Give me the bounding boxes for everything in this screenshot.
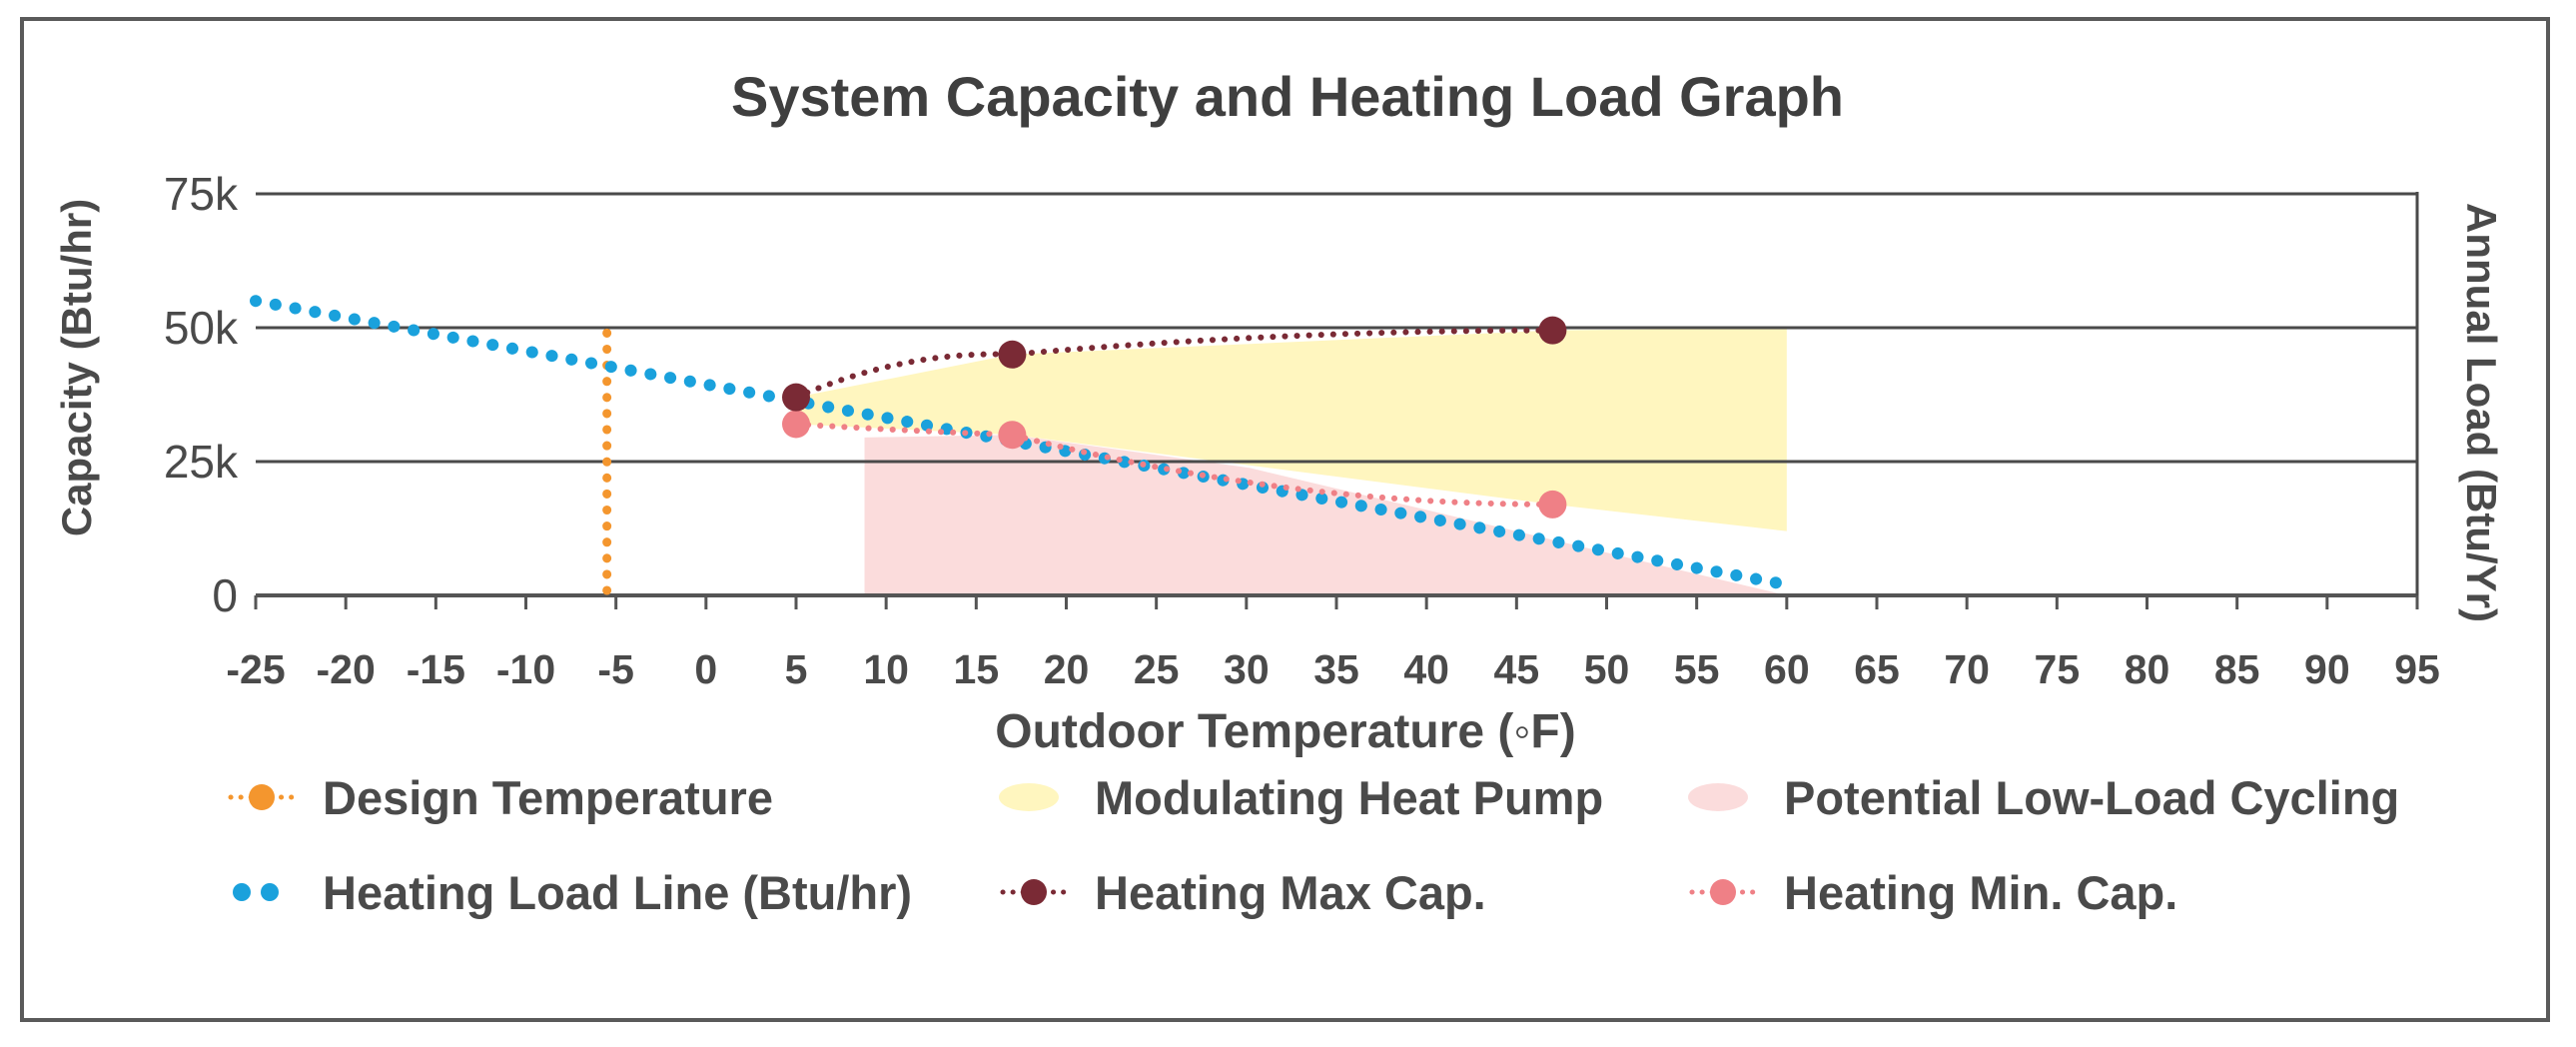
legend-item: Heating Max Cap. bbox=[999, 864, 1486, 920]
heating-min-cap-point bbox=[1538, 490, 1567, 519]
legend-item: Heating Load Line (Btu/hr) bbox=[227, 864, 912, 920]
x-tick-label: 50 bbox=[1584, 646, 1630, 692]
legend-label: Heating Load Line (Btu/hr) bbox=[323, 865, 913, 919]
x-tick-label: 65 bbox=[1854, 646, 1900, 692]
orange-dotted-line-marker-icon bbox=[228, 784, 296, 810]
area-potential-low-load-cycling bbox=[864, 435, 1787, 595]
x-tick-label: 95 bbox=[2394, 646, 2440, 692]
blue-dots-icon bbox=[233, 883, 279, 901]
x-tick-label: -5 bbox=[597, 646, 633, 692]
heating-max-cap-point bbox=[1538, 316, 1567, 345]
y-tick-label: 75k bbox=[164, 168, 239, 220]
x-tick-label: 25 bbox=[1134, 646, 1180, 692]
x-tick-label: 55 bbox=[1674, 646, 1720, 692]
heating-min-cap-point bbox=[998, 421, 1027, 450]
x-axis-label: Outdoor Temperature (◦F) bbox=[995, 705, 1575, 758]
legend-label: Potential Low-Load Cycling bbox=[1784, 770, 2400, 824]
legend-item: Modulating Heat Pump bbox=[999, 769, 1603, 825]
y-axis-label: Capacity (Btu/hr) bbox=[53, 199, 100, 536]
x-tick-label: 80 bbox=[2125, 646, 2170, 692]
x-tick-label: 90 bbox=[2304, 646, 2350, 692]
x-tick-label: 75 bbox=[2035, 646, 2081, 692]
heating-max-cap-point bbox=[782, 383, 810, 412]
x-tick-label: -15 bbox=[407, 646, 465, 692]
x-tick-label: 40 bbox=[1403, 646, 1449, 692]
x-tick-label: -20 bbox=[317, 646, 376, 692]
legend-label: Heating Max Cap. bbox=[1095, 865, 1486, 919]
x-tick-label: -10 bbox=[496, 646, 555, 692]
legend-label: Design Temperature bbox=[323, 770, 773, 824]
heating-max-cap-point bbox=[998, 340, 1027, 369]
legend-item: Heating Min. Cap. bbox=[1688, 864, 2177, 920]
pink-dotted-line-marker-icon bbox=[1689, 879, 1757, 905]
secondary-y-axis-label: Annual Load (Btu/Yr) bbox=[2458, 203, 2505, 622]
x-tick-label: 85 bbox=[2214, 646, 2260, 692]
y-tick-label: 50k bbox=[164, 302, 239, 354]
legend-item: Potential Low-Load Cycling bbox=[1688, 769, 2399, 825]
x-tick-label: 45 bbox=[1494, 646, 1540, 692]
maroon-dotted-line-marker-icon bbox=[1000, 879, 1068, 905]
heating-max-cap-line bbox=[793, 327, 1556, 401]
legend-item: Design Temperature bbox=[227, 769, 773, 825]
x-tick-label: 0 bbox=[694, 646, 717, 692]
x-tick-label: 20 bbox=[1044, 646, 1090, 692]
pink-area-swatch-icon bbox=[1688, 783, 1748, 811]
x-tick-label: -25 bbox=[226, 646, 285, 692]
x-tick-label: 10 bbox=[863, 646, 909, 692]
yellow-area-swatch-icon bbox=[999, 783, 1059, 811]
x-tick-label: 70 bbox=[1944, 646, 1990, 692]
x-tick-label: 60 bbox=[1764, 646, 1810, 692]
x-tick-label: 35 bbox=[1313, 646, 1359, 692]
area-modulating-heat-pump bbox=[796, 328, 1787, 531]
heating-min-cap-point bbox=[782, 410, 810, 439]
y-tick-label: 0 bbox=[212, 569, 238, 621]
x-tick-label: 15 bbox=[954, 646, 1000, 692]
legend-label: Modulating Heat Pump bbox=[1095, 770, 1604, 824]
x-tick-label: 5 bbox=[785, 646, 808, 692]
y-tick-label: 25k bbox=[164, 436, 239, 488]
x-tick-label: 30 bbox=[1224, 646, 1270, 692]
legend-label: Heating Min. Cap. bbox=[1784, 865, 2178, 919]
chart-title: System Capacity and Heating Load Graph bbox=[731, 65, 1844, 128]
